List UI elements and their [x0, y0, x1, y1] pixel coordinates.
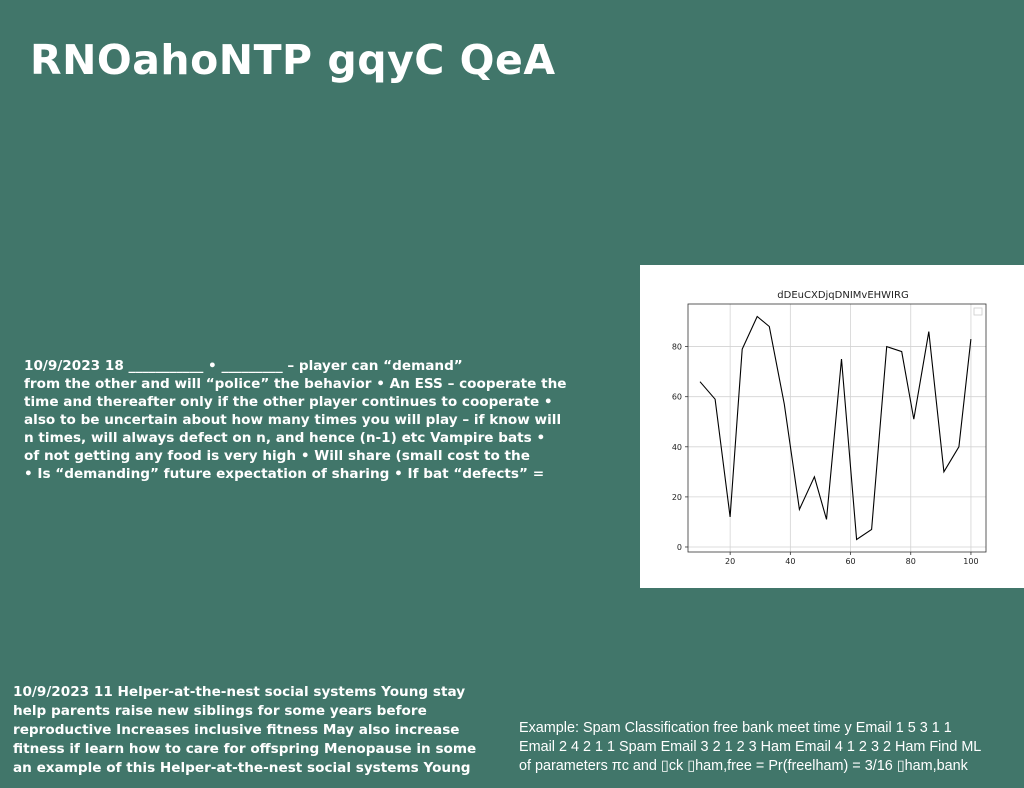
text-line: also to be uncertain about how many time…	[24, 412, 562, 428]
y-tick-label: 80	[672, 343, 682, 352]
text-line: help parents raise new siblings for some…	[13, 703, 427, 719]
y-tick-label: 60	[672, 393, 682, 402]
x-tick-label: 40	[785, 557, 795, 566]
y-tick-label: 0	[677, 543, 682, 552]
legend-box	[973, 307, 983, 316]
text-line: fitness if learn how to care for offspri…	[13, 741, 477, 757]
x-tick-label: 100	[963, 557, 978, 566]
text-line: 10/9/2023 18 ___________ • _________ – p…	[24, 358, 463, 374]
x-tick-label: 80	[906, 557, 916, 566]
chart-svg: dDEuCXDjqDNIMvEHWIRG 20 40 60 80 100 0 20 40 60 8…	[672, 290, 987, 566]
text-line: Email 2 4 2 1 1 Spam Email 3 2 1 2 3 Ham…	[519, 739, 982, 755]
text-line: reproductive Increases inclusive fitness…	[13, 722, 460, 738]
text-line: of parameters πc and ▯ck ▯ham,free = Pr(…	[519, 758, 968, 774]
text-line: 10/9/2023 11 Helper-at-the-nest social s…	[13, 684, 466, 700]
chart-grid	[688, 304, 986, 552]
series-line	[699, 315, 972, 541]
y-tick-label: 40	[672, 443, 682, 452]
text-line: Example: Spam Classification free bank m…	[519, 720, 952, 736]
text-line: an example of this Helper-at-the-nest so…	[13, 760, 471, 776]
text-line: n times, will always defect on n, and he…	[24, 430, 546, 446]
text-line: from the other and will “police” the beh…	[24, 376, 567, 392]
text-line: of not getting any food is very high • W…	[24, 448, 530, 464]
x-tick-label: 20	[725, 557, 735, 566]
slide-title: RNOahoNTP gqyC QeA	[30, 36, 556, 84]
x-tick-label: 60	[845, 557, 855, 566]
y-tick-label: 20	[672, 493, 682, 502]
text-block-vampire-bats: 10/9/2023 18 ___________ • _________ – p…	[24, 357, 614, 483]
text-line: • Is “demanding” future expectation of s…	[24, 466, 545, 482]
chart-title: dDEuCXDjqDNIMvEHWIRG	[777, 290, 908, 301]
text-block-spam-example: Example: Spam Classification free bank m…	[519, 719, 1019, 776]
plot-frame	[687, 303, 987, 553]
text-line: time and thereafter only if the other pl…	[24, 394, 553, 410]
line-chart: dDEuCXDjqDNIMvEHWIRG 20 40 60 80 100 0 20 40 60 8…	[640, 265, 1024, 588]
text-block-helper-at-nest: 10/9/2023 11 Helper-at-the-nest social s…	[13, 683, 513, 778]
chart-ticks: 20 40 60 80 100 0 20 40 60 80	[672, 343, 979, 566]
